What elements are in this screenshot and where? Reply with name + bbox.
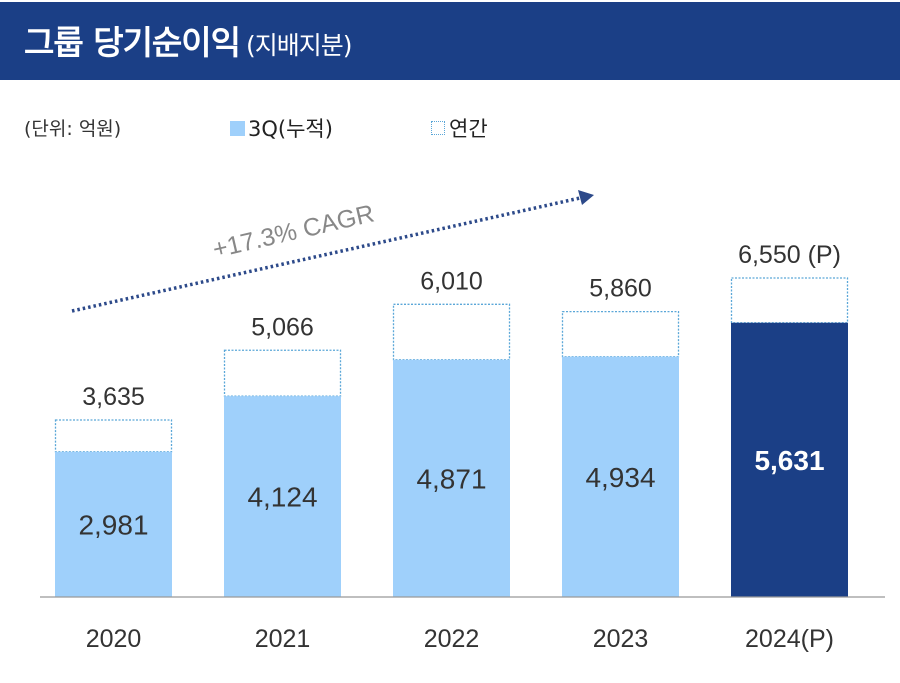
chart-subtitle: (지배지분) <box>246 31 353 60</box>
annual-value-label: 6,550 (P) <box>738 241 841 269</box>
legend-label: 연간 <box>449 117 488 141</box>
3q-value-label: 5,631 <box>754 445 824 476</box>
annual-value-label: 5,860 <box>589 275 652 303</box>
cagr-arrow-line <box>71 196 581 313</box>
3q-value-label: 4,871 <box>416 463 486 494</box>
header-bar: 그룹 당기순이익 (지배지분) <box>0 2 900 80</box>
3q-bar-2020 <box>55 451 172 597</box>
annual-bar-2020 <box>54 419 173 453</box>
unit-label: (단위: 억원) <box>24 118 122 140</box>
3q-value-label: 2,981 <box>78 509 148 540</box>
annual-value-label: 3,635 <box>82 383 145 411</box>
cagr-arrowhead-icon <box>578 190 594 205</box>
annual-bar-2023 <box>561 310 680 358</box>
title-text: 그룹 당기순이익 <box>24 23 241 62</box>
3q-bar-2021 <box>224 396 341 597</box>
annual-value-label: 5,066 <box>251 313 314 341</box>
3q-bar-2022 <box>393 359 510 597</box>
x-tick-label: 2020 <box>86 625 142 653</box>
x-tick-label: 2023 <box>593 625 649 653</box>
legend-label: 3Q(누적) <box>248 117 333 141</box>
3q-value-label: 4,124 <box>247 482 317 513</box>
annual-value-label: 6,010 <box>420 267 483 295</box>
x-tick-label: 2021 <box>255 625 311 653</box>
legend-swatch-outline <box>431 121 445 135</box>
annual-bar-2022 <box>392 303 511 361</box>
cagr-annotation: +17.3% CAGR <box>210 200 377 264</box>
3q-value-label: 4,934 <box>585 462 655 493</box>
3q-bar-2024(P) <box>731 322 848 597</box>
x-tick-label: 2024(P) <box>745 625 834 653</box>
annual-bar-2024(P) <box>730 277 849 324</box>
legend-swatch-filled <box>230 120 245 136</box>
chart-title: 그룹 당기순이익 (지배지분) <box>24 16 353 64</box>
legend-item-3q: 3Q(누적) <box>230 113 333 143</box>
legend-item-annual: 연간 <box>431 113 488 143</box>
x-tick-label: 2022 <box>424 625 480 653</box>
3q-bar-2023 <box>562 356 679 597</box>
annual-bar-2021 <box>223 349 342 397</box>
